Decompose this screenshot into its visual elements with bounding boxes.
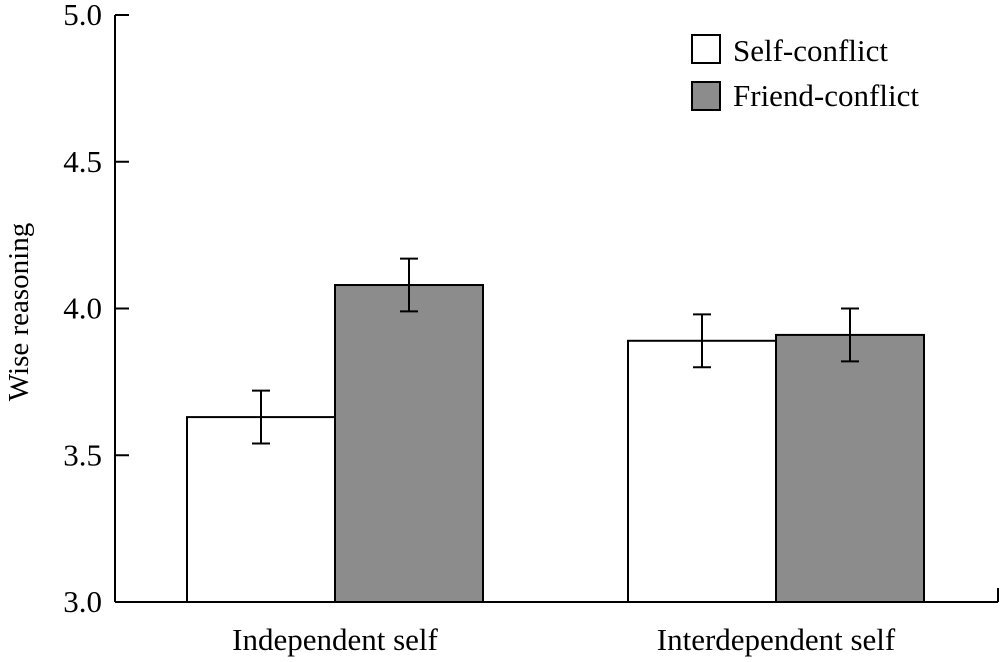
bars xyxy=(186,284,925,603)
legend-label-friend-conflict: Friend-conflict xyxy=(733,78,919,113)
x-category-label: Independent self xyxy=(232,622,438,657)
y-tick-label: 5.0 xyxy=(63,0,102,32)
bar-friend-conflict-0 xyxy=(334,284,484,603)
legend: Self-conflict Friend-conflict xyxy=(691,33,919,113)
y-tick-label: 3.0 xyxy=(63,584,102,619)
legend-swatch-self-conflict xyxy=(691,34,721,64)
bar-self-conflict-0 xyxy=(186,416,336,603)
legend-swatch-friend-conflict xyxy=(691,81,721,111)
y-axis-title: Wise reasoning xyxy=(3,223,35,401)
tick-labels: 3.0 3.5 4.0 4.5 5.0 Independent self Interdepe… xyxy=(63,0,896,657)
error-bars xyxy=(252,257,859,445)
y-tick-label: 4.5 xyxy=(63,144,102,179)
bar-friend-conflict-1 xyxy=(775,333,925,603)
y-tick-label: 4.0 xyxy=(63,291,102,326)
legend-label-self-conflict: Self-conflict xyxy=(733,33,888,68)
x-category-label: Interdependent self xyxy=(657,622,896,657)
bar-self-conflict-1 xyxy=(627,339,777,603)
y-tick-label: 3.5 xyxy=(63,437,102,472)
